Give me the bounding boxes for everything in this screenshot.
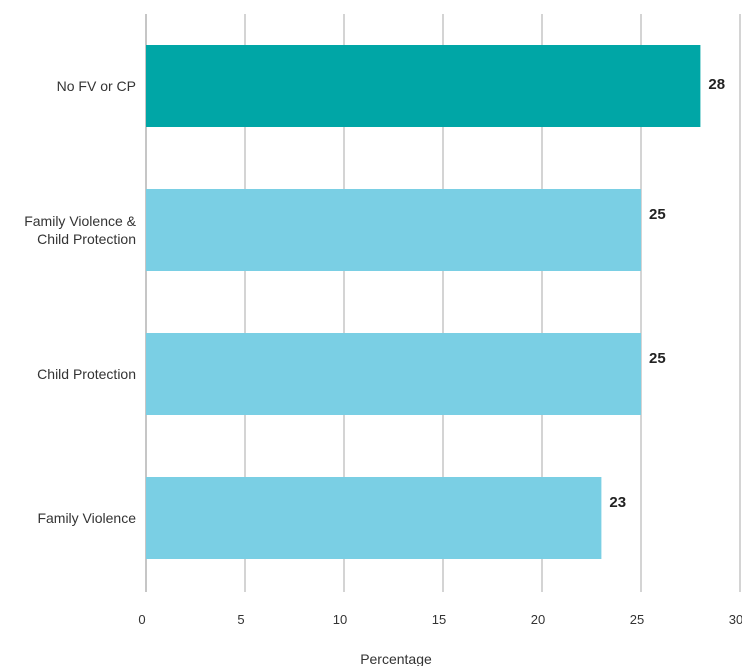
data-label: 25 [649,206,666,223]
bar [146,189,641,271]
value-labels: 28 25 25 23 [609,76,725,511]
category-label: Child Protection [37,366,136,382]
bars [146,45,701,559]
x-tick-label: 0 [138,612,145,627]
data-label: 28 [708,76,725,93]
x-tick-label: 10 [333,612,347,627]
category-label: Family Violence & [24,213,136,229]
x-tick-label: 5 [237,612,244,627]
x-axis-title: Percentage [360,651,432,666]
x-tick-label: 15 [432,612,446,627]
x-tick-label: 25 [630,612,644,627]
category-label: No FV or CP [57,78,136,94]
category-label: Family Violence [37,510,136,526]
category-labels: No FV or CP Family Violence & Child Protec… [24,78,136,526]
x-tick-label: 20 [531,612,545,627]
category-label: Child Protection [37,231,136,247]
bar [146,45,701,127]
data-label: 25 [649,350,666,367]
x-tick-label: 30 [729,612,742,627]
bar [146,333,641,415]
bar [146,477,602,559]
data-label: 23 [609,494,626,511]
x-tick-labels: 0 5 10 15 20 25 30 [138,612,742,627]
